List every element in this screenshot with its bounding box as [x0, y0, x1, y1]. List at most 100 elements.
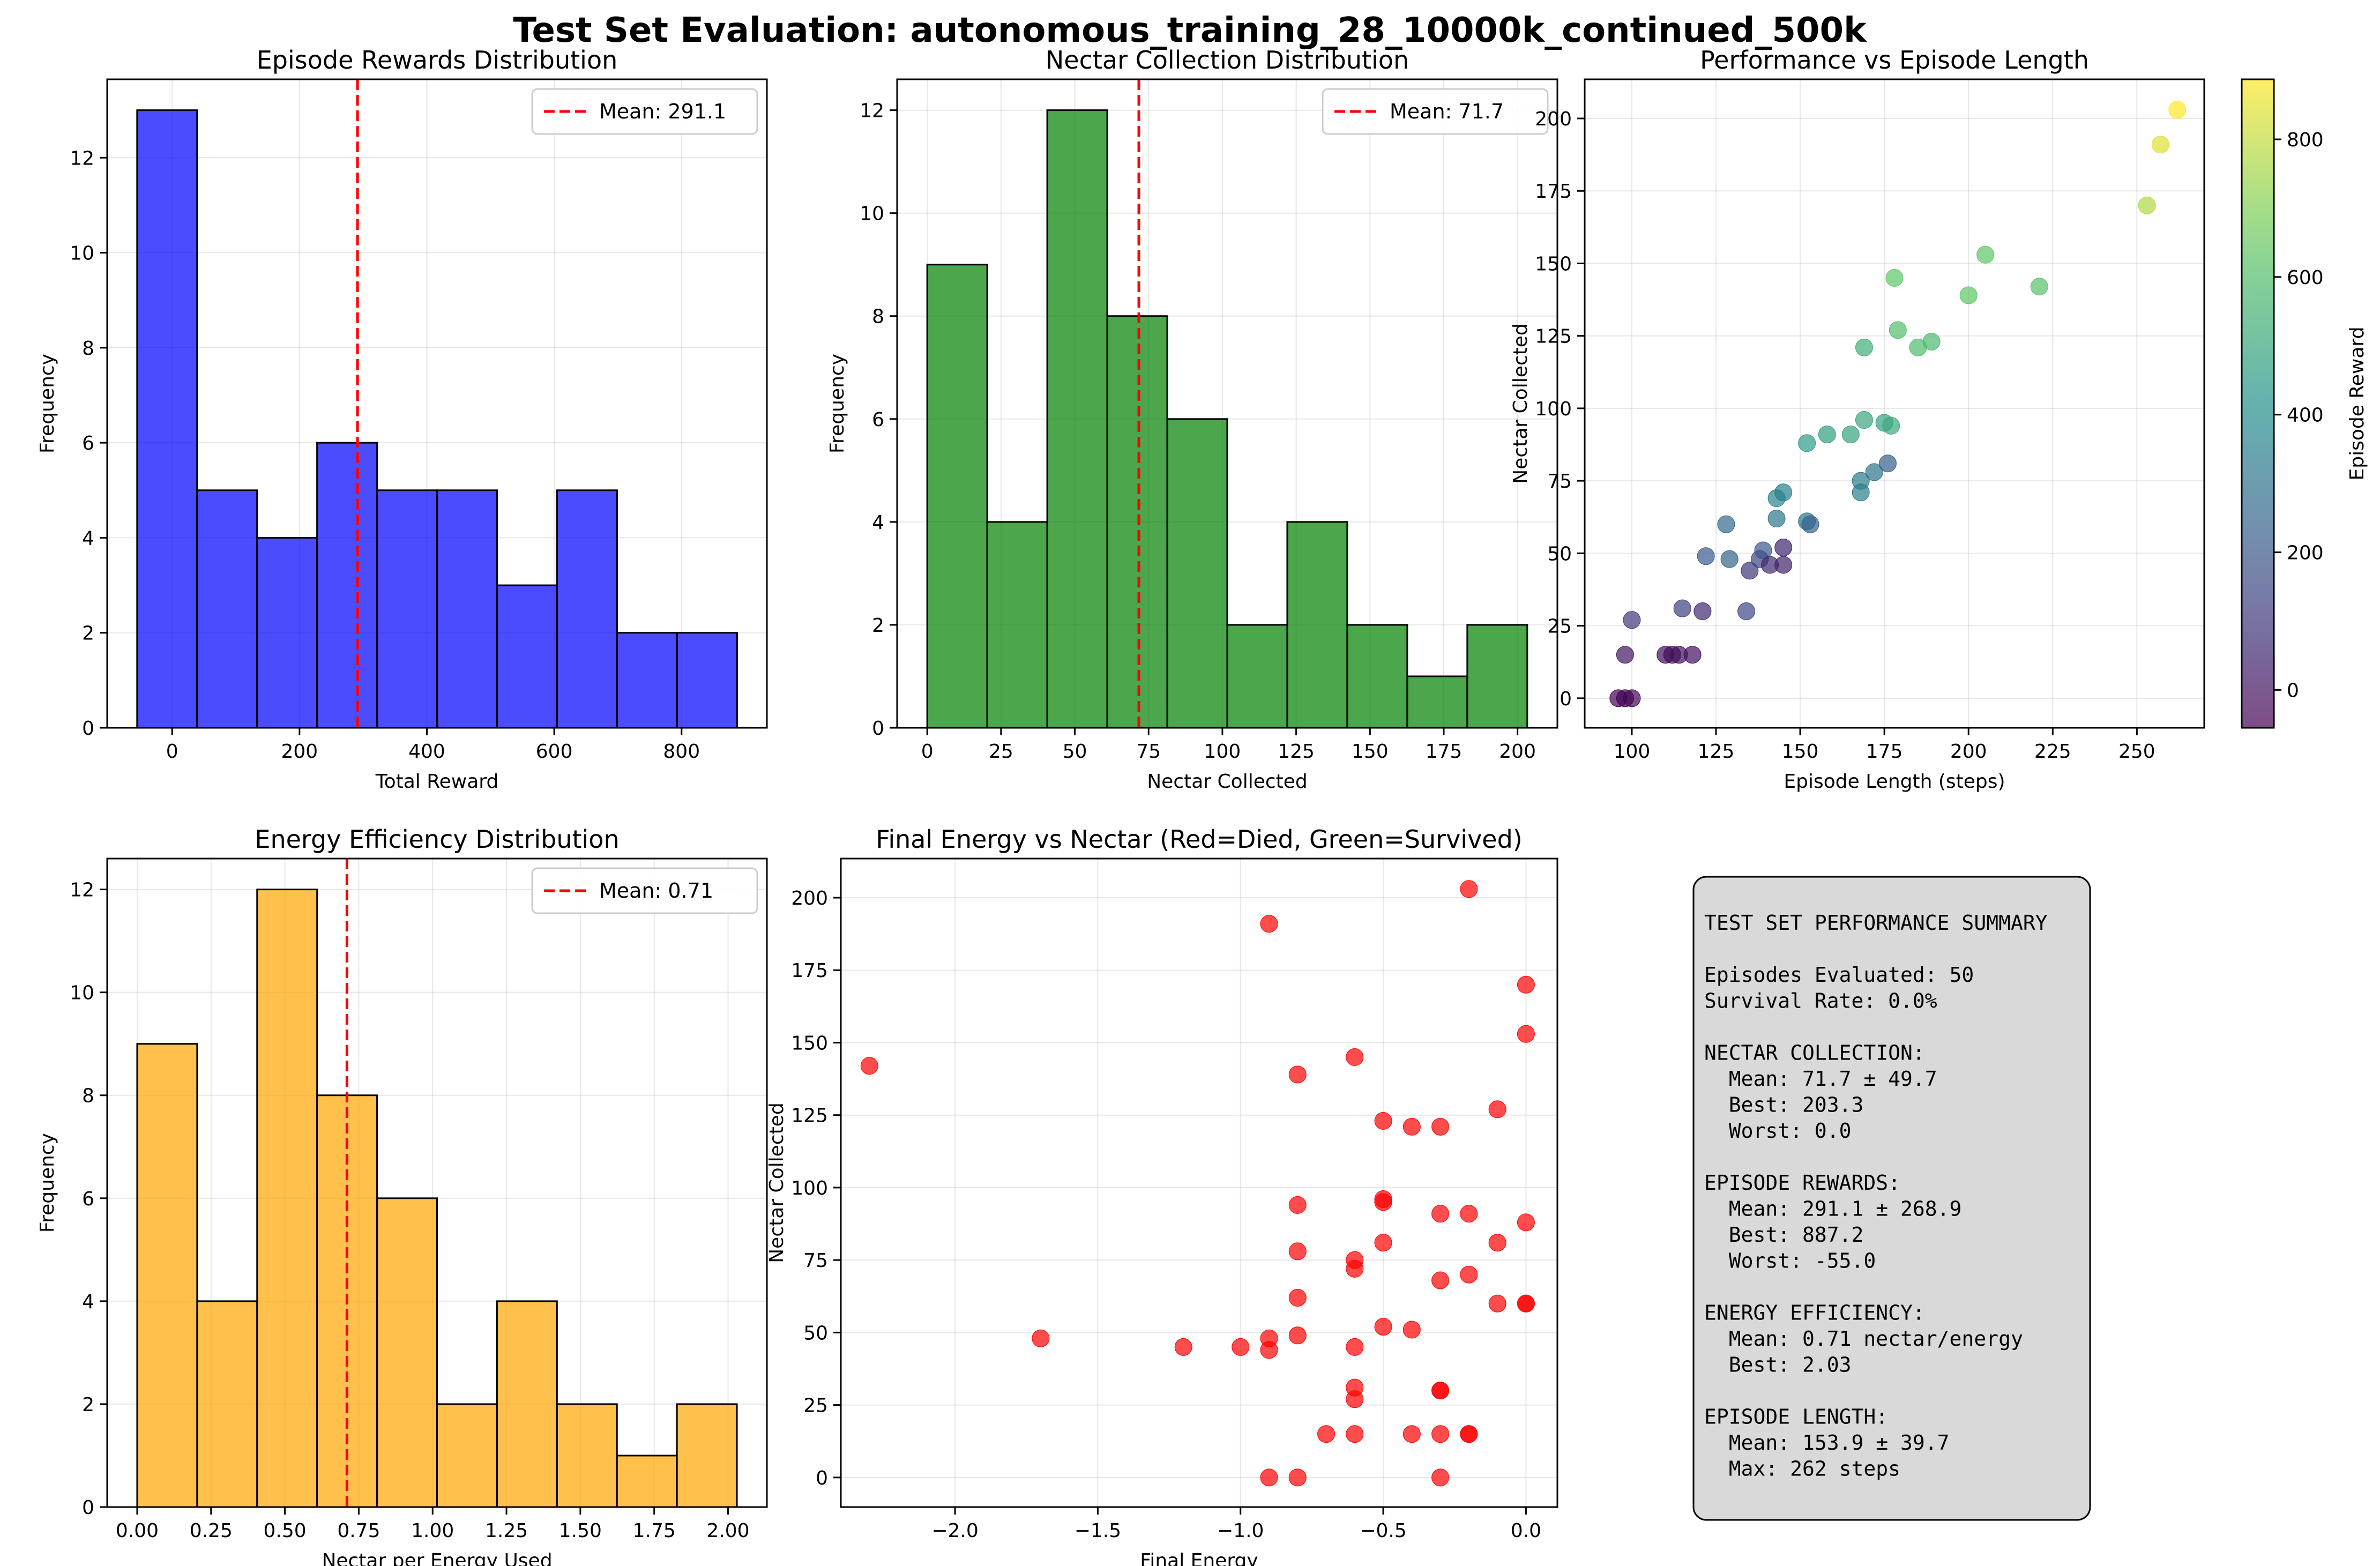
scatter-point [1460, 1425, 1478, 1443]
y-tick-label: 175 [1535, 181, 1572, 203]
y-axis-label: Frequency [826, 354, 848, 453]
summary-line: Max: 262 steps [1704, 1457, 1900, 1481]
scatter-point [1697, 547, 1715, 565]
histogram-bar [1226, 624, 1288, 729]
scatter-point [1801, 515, 1819, 533]
x-axis-label: Final Energy [1140, 1550, 1258, 1566]
y-tick-label: 12 [860, 100, 884, 122]
histogram-bar [616, 632, 678, 729]
summary-lines: TEST SET PERFORMANCE SUMMARY Episodes Eva… [1704, 911, 2048, 1481]
y-tick-label: 200 [1535, 108, 1572, 130]
legend-box [1322, 88, 1549, 135]
y-tick-label: 25 [803, 1395, 828, 1417]
y-axis-label: Nectar Collected [766, 1102, 788, 1263]
axes-frame [896, 78, 1558, 729]
scatter-point [1260, 1341, 1278, 1359]
colorbar-label: Episode Reward [2346, 327, 2368, 481]
axes-frame [106, 857, 768, 1508]
y-tick-label: 6 [82, 432, 94, 454]
summary-line: TEST SET PERFORMANCE SUMMARY [1704, 911, 2048, 935]
y-tick-label: 100 [1535, 398, 1572, 420]
scatter-point [2151, 136, 2169, 154]
histogram-bar [986, 521, 1048, 729]
scatter-point [860, 1057, 878, 1075]
histogram-bar [616, 1455, 678, 1508]
x-tick-label: 200 [281, 741, 318, 763]
x-tick-label: 175 [1866, 741, 1903, 763]
scatter-point [1346, 1425, 1364, 1443]
scatter-point [1616, 646, 1634, 664]
histogram-bar [1346, 624, 1408, 729]
axes-title: Episode Rewards Distribution [257, 46, 618, 74]
y-tick-label: 100 [791, 1177, 828, 1199]
scatter-point [1460, 880, 1478, 898]
summary-line: ENERGY EFFICIENCY: [1704, 1301, 1925, 1325]
performance-scatter: 100 125 150 175 200 225 250 0 25 50 75 100 125 150 175… [1510, 46, 2368, 793]
summary-line: EPISODE REWARDS: [1704, 1171, 1900, 1195]
scatter-point [1402, 1425, 1421, 1443]
scatter-point [1431, 1425, 1450, 1443]
histogram-bar [556, 1403, 618, 1508]
histogram-bar [1046, 109, 1108, 729]
scatter-point [1232, 1338, 1250, 1356]
summary-line: Best: 2.03 [1704, 1353, 1852, 1377]
y-tick-label: 10 [70, 243, 94, 265]
scatter-point [1741, 562, 1759, 580]
x-tick-label: −0.5 [1360, 1520, 1406, 1542]
scatter-point [1774, 556, 1793, 574]
scatter-point [1288, 1242, 1307, 1261]
scatter-point [1855, 411, 1873, 429]
histogram-bar [1166, 418, 1228, 729]
x-axis-label: Episode Length (steps) [1784, 771, 2005, 793]
scatter-point [1774, 539, 1793, 557]
y-tick-label: 8 [82, 1085, 94, 1107]
x-tick-label: 125 [1278, 741, 1315, 763]
y-tick-label: 8 [82, 338, 94, 360]
scatter-point [1460, 1265, 1478, 1284]
scatter-point [1673, 599, 1691, 617]
scatter-point [1374, 1234, 1392, 1252]
x-tick-label: 250 [2118, 741, 2155, 763]
axes-title: Performance vs Episode Length [1700, 46, 2089, 74]
scatter-point [1374, 1112, 1392, 1130]
scatter-point [1431, 1468, 1450, 1487]
y-tick-label: 4 [872, 512, 884, 534]
scatter-point [1260, 915, 1278, 933]
scatter-point [1720, 550, 1739, 568]
scatter-point [1488, 1234, 1506, 1252]
scatter-point [1374, 1193, 1392, 1211]
axes-title: Final Energy vs Nectar (Red=Died, Green=… [876, 825, 1523, 854]
scatter-point [1737, 602, 1756, 621]
scatter-point [1885, 269, 1904, 287]
final-energy-scatter: −2.0 −1.5 −1.0 −0.5 0.0 0 25 50 75 100 125 150 175 20… [766, 825, 1558, 1566]
x-tick-label: 200 [1950, 741, 1987, 763]
summary-line: NECTAR COLLECTION: [1704, 1041, 1925, 1065]
summary-line: Worst: -55.0 [1704, 1249, 1876, 1273]
scatter-point [1346, 1259, 1364, 1278]
x-tick-label: 125 [1698, 741, 1735, 763]
legend-box [531, 88, 758, 135]
x-tick-label: 25 [989, 741, 1013, 763]
histogram-bar [316, 442, 378, 729]
y-tick-label: 6 [872, 409, 884, 431]
summary-line: Worst: 0.0 [1704, 1119, 1852, 1143]
summary-line: EPISODE LENGTH: [1704, 1405, 1888, 1429]
colorbar [2241, 78, 2275, 729]
scatter-point [1431, 1117, 1450, 1136]
x-tick-label: 1.75 [633, 1520, 676, 1542]
legend-mean-label: Mean: 0.71 [599, 879, 713, 903]
scatter-point [1374, 1318, 1392, 1336]
x-tick-label: 0 [921, 741, 934, 763]
colorbar-tick-label: 0 [2287, 680, 2299, 702]
scatter-point [1431, 1382, 1450, 1400]
y-tick-label: 2 [872, 615, 884, 637]
histogram-bar [136, 109, 198, 729]
scatter-point [1623, 689, 1641, 707]
summary-line: Best: 203.3 [1704, 1093, 1863, 1117]
scatter-point [1346, 1338, 1364, 1356]
scatter-point [1317, 1425, 1336, 1443]
y-tick-label: 125 [1535, 326, 1572, 348]
y-tick-label: 75 [803, 1250, 828, 1272]
y-tick-label: 50 [803, 1322, 828, 1344]
